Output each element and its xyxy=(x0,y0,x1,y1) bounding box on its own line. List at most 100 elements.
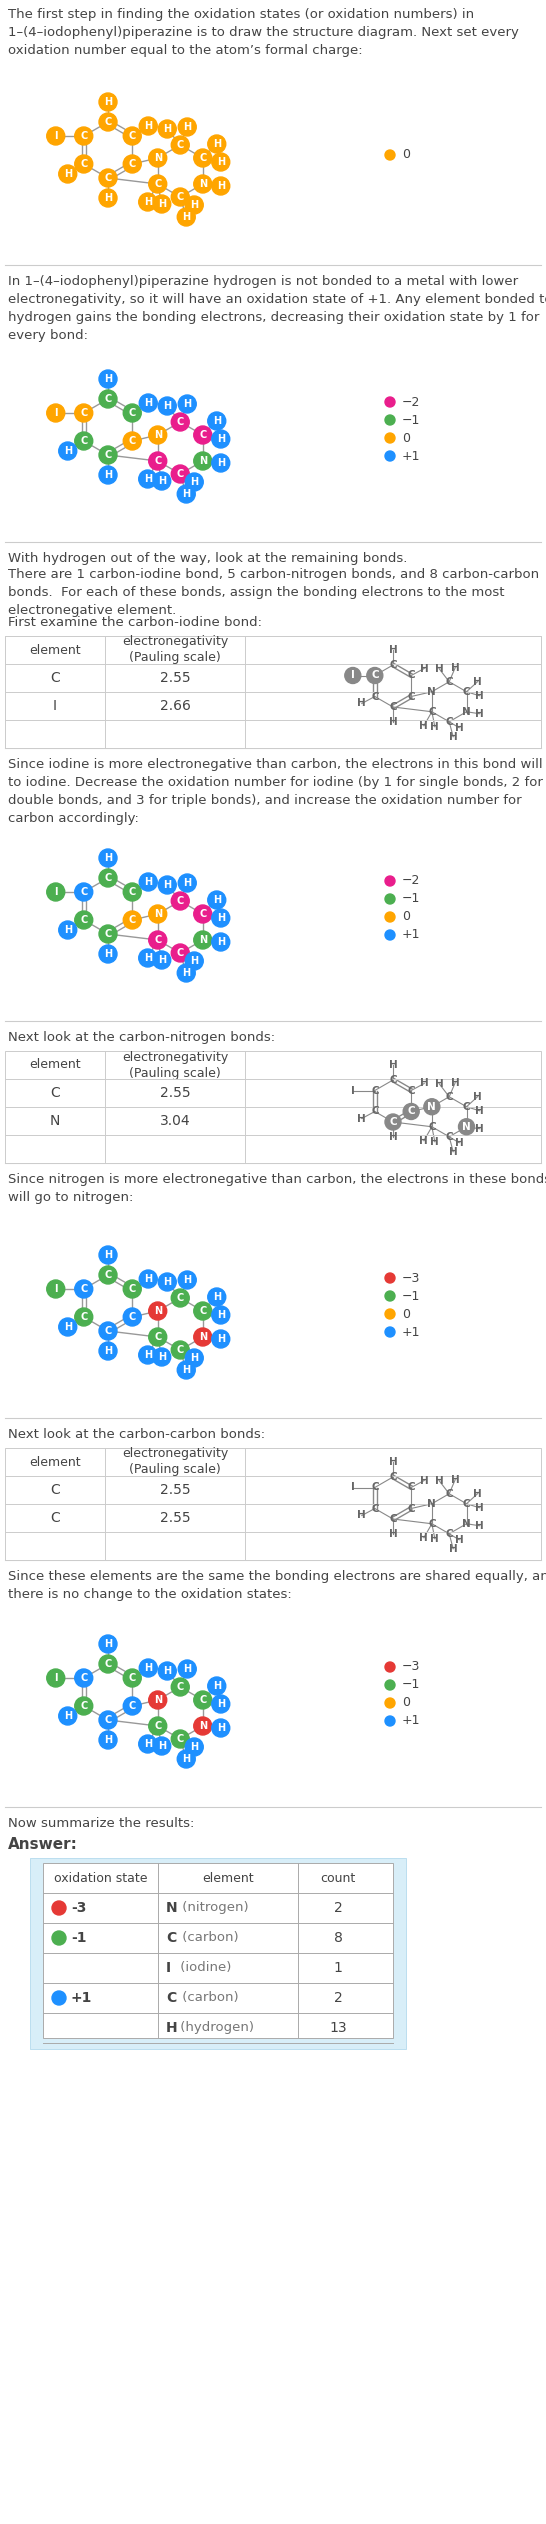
Text: H: H xyxy=(455,1138,464,1148)
Text: 0: 0 xyxy=(402,911,410,924)
Circle shape xyxy=(171,1729,189,1749)
Circle shape xyxy=(99,447,117,464)
Circle shape xyxy=(178,394,196,414)
Circle shape xyxy=(139,192,157,212)
Text: C: C xyxy=(407,1106,415,1116)
Circle shape xyxy=(153,1348,171,1365)
Text: H: H xyxy=(435,664,443,674)
Text: C: C xyxy=(176,1734,184,1744)
Text: H: H xyxy=(449,732,458,742)
Text: 2.55: 2.55 xyxy=(159,1085,191,1100)
Text: −1: −1 xyxy=(402,893,420,906)
Text: 2.66: 2.66 xyxy=(159,699,191,712)
Circle shape xyxy=(385,876,395,886)
Text: H: H xyxy=(217,914,225,924)
Text: N: N xyxy=(199,457,207,467)
Text: H: H xyxy=(183,878,191,888)
Circle shape xyxy=(99,371,117,389)
Text: H: H xyxy=(435,1477,443,1487)
Text: C: C xyxy=(80,1312,87,1323)
Text: 8: 8 xyxy=(334,1931,342,1946)
Text: N: N xyxy=(50,1113,60,1128)
Text: H: H xyxy=(158,199,166,209)
Circle shape xyxy=(99,1711,117,1729)
Circle shape xyxy=(139,949,157,967)
Text: C: C xyxy=(176,1681,184,1691)
Text: C: C xyxy=(129,1673,136,1684)
Text: C: C xyxy=(80,437,87,447)
Text: (nitrogen): (nitrogen) xyxy=(178,1901,248,1916)
Circle shape xyxy=(149,427,167,444)
Text: Since these elements are the same the bonding electrons are shared equally, and
: Since these elements are the same the bo… xyxy=(8,1570,546,1600)
Circle shape xyxy=(52,1901,66,1916)
Circle shape xyxy=(385,1113,401,1131)
Text: C: C xyxy=(446,717,453,727)
Text: C: C xyxy=(199,1305,206,1315)
Text: C: C xyxy=(104,116,111,126)
Circle shape xyxy=(385,911,395,921)
Circle shape xyxy=(99,467,117,485)
Circle shape xyxy=(75,1280,93,1297)
Text: −3: −3 xyxy=(402,1272,420,1285)
Text: I: I xyxy=(351,671,355,681)
Circle shape xyxy=(212,454,230,472)
Text: C: C xyxy=(50,671,60,684)
Circle shape xyxy=(149,1328,167,1345)
Circle shape xyxy=(123,1307,141,1325)
Text: 2.55: 2.55 xyxy=(159,1512,191,1524)
Text: C: C xyxy=(129,159,136,169)
Text: 13: 13 xyxy=(329,2022,347,2034)
Text: H: H xyxy=(420,1078,429,1088)
Text: N: N xyxy=(153,1696,162,1706)
Text: +1: +1 xyxy=(402,449,420,462)
Text: C: C xyxy=(199,1696,206,1706)
Text: H: H xyxy=(213,416,221,427)
Text: N: N xyxy=(166,1901,177,1916)
Text: H: H xyxy=(104,1638,112,1648)
Text: H: H xyxy=(158,1742,166,1752)
Circle shape xyxy=(385,452,395,462)
Text: C: C xyxy=(176,192,184,202)
Text: N: N xyxy=(199,179,207,189)
Text: C: C xyxy=(371,692,378,702)
Circle shape xyxy=(139,1270,157,1287)
Text: C: C xyxy=(166,1991,176,2004)
Text: C: C xyxy=(176,896,184,906)
Circle shape xyxy=(59,1318,77,1335)
Text: C: C xyxy=(50,1484,60,1497)
Text: H: H xyxy=(104,1345,112,1355)
Circle shape xyxy=(149,1716,167,1734)
Circle shape xyxy=(385,929,395,939)
Text: C: C xyxy=(154,179,162,189)
Text: H: H xyxy=(104,853,112,863)
Text: C: C xyxy=(80,159,87,169)
Text: N: N xyxy=(153,1305,162,1315)
Circle shape xyxy=(149,906,167,924)
Text: H: H xyxy=(217,182,225,192)
Circle shape xyxy=(385,1716,395,1726)
Circle shape xyxy=(212,934,230,952)
Text: H: H xyxy=(217,936,225,946)
Text: N: N xyxy=(462,707,471,717)
Text: C: C xyxy=(371,1085,378,1095)
Text: H: H xyxy=(190,477,198,487)
Text: C: C xyxy=(154,457,162,467)
Text: I: I xyxy=(54,1673,57,1684)
Circle shape xyxy=(194,931,212,949)
Text: +1: +1 xyxy=(402,1714,420,1726)
Circle shape xyxy=(99,1731,117,1749)
Circle shape xyxy=(153,1737,171,1754)
Circle shape xyxy=(385,1699,395,1709)
Text: C: C xyxy=(462,1499,470,1509)
Circle shape xyxy=(385,396,395,406)
Circle shape xyxy=(208,134,225,154)
Text: C: C xyxy=(129,1312,136,1323)
Text: N: N xyxy=(199,1333,207,1343)
Circle shape xyxy=(75,1696,93,1714)
Text: H: H xyxy=(190,199,198,209)
Text: H: H xyxy=(213,139,221,149)
Circle shape xyxy=(171,187,189,207)
Text: H: H xyxy=(182,1754,191,1764)
Circle shape xyxy=(185,952,203,969)
Circle shape xyxy=(149,1691,167,1709)
